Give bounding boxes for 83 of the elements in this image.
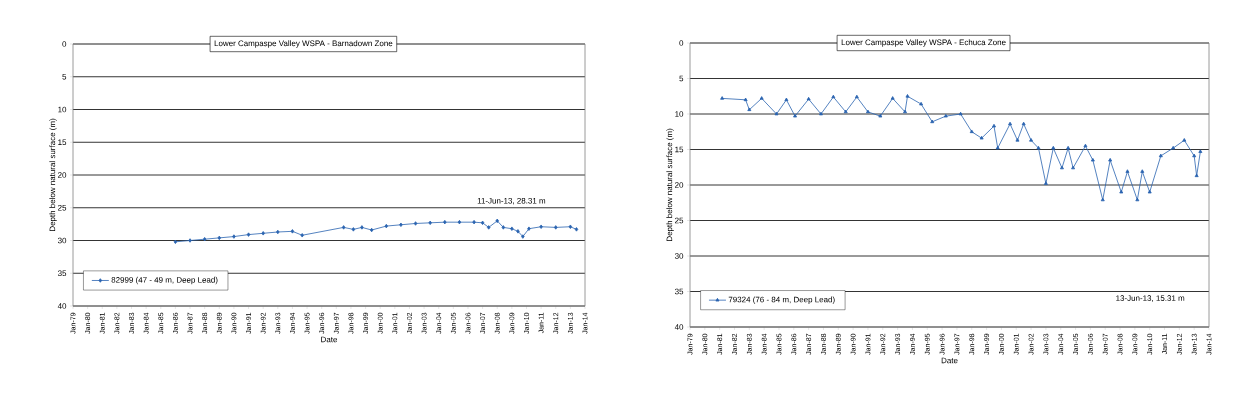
point: [720, 96, 725, 100]
point: [369, 227, 374, 233]
point: [1125, 169, 1130, 173]
point: [831, 94, 836, 99]
point: [486, 225, 491, 230]
point: [360, 225, 364, 230]
point: [843, 109, 848, 114]
point: [1158, 153, 1163, 158]
point: [300, 233, 304, 238]
point: [1100, 197, 1105, 202]
point: [919, 101, 924, 106]
point: [1051, 145, 1056, 150]
point: [890, 96, 895, 100]
point: [217, 235, 222, 241]
point: [480, 220, 485, 226]
point: [1171, 145, 1176, 150]
point: [747, 107, 752, 112]
point: [784, 97, 789, 102]
point: [1021, 121, 1026, 126]
point: [495, 218, 499, 224]
point: [574, 227, 579, 232]
point: [806, 96, 811, 101]
point: [995, 145, 1000, 150]
point: [510, 226, 514, 231]
point: [261, 231, 265, 236]
point: [516, 229, 520, 234]
point: [1119, 189, 1124, 194]
point: [930, 119, 935, 124]
point: [1036, 145, 1041, 150]
point: [1029, 138, 1034, 142]
point: [1147, 189, 1152, 194]
point: [341, 225, 346, 230]
point: [793, 113, 797, 118]
point: [905, 94, 910, 98]
point: [527, 226, 531, 231]
point: [1090, 157, 1095, 162]
point: [384, 223, 389, 229]
point: [457, 219, 462, 225]
point: [1140, 169, 1145, 173]
point: [1083, 143, 1088, 148]
point: [819, 111, 823, 116]
point: [232, 234, 236, 239]
point: [276, 229, 280, 235]
point: [1043, 181, 1048, 185]
point: [521, 234, 525, 239]
point: [958, 111, 963, 116]
point: [969, 129, 974, 134]
point: [1198, 149, 1203, 153]
point: [903, 109, 907, 114]
point: [943, 113, 948, 118]
point: [443, 219, 447, 225]
point: [854, 94, 859, 99]
point: [202, 237, 207, 242]
point: [1066, 145, 1071, 150]
point: [568, 224, 573, 229]
point: [501, 225, 506, 230]
point: [1015, 138, 1020, 142]
point: [1182, 138, 1187, 142]
point: [1060, 165, 1064, 170]
point: [173, 239, 178, 245]
point: [1194, 173, 1199, 178]
point: [759, 96, 764, 100]
point: [554, 225, 558, 230]
point: [351, 227, 356, 232]
point: [413, 221, 418, 226]
point: [290, 229, 295, 234]
point: [1192, 153, 1197, 158]
point: [743, 97, 748, 102]
point: [878, 113, 883, 118]
point: [774, 111, 779, 116]
point: [472, 219, 476, 225]
point: [188, 238, 192, 243]
point: [399, 222, 403, 227]
point: [539, 224, 543, 229]
point: [1008, 121, 1013, 126]
point: [246, 232, 251, 237]
point: [866, 109, 870, 114]
point: [1071, 165, 1076, 170]
point: [979, 135, 984, 140]
point: [992, 123, 996, 128]
point: [1135, 197, 1140, 202]
point: [428, 220, 432, 226]
point: [1108, 157, 1113, 162]
